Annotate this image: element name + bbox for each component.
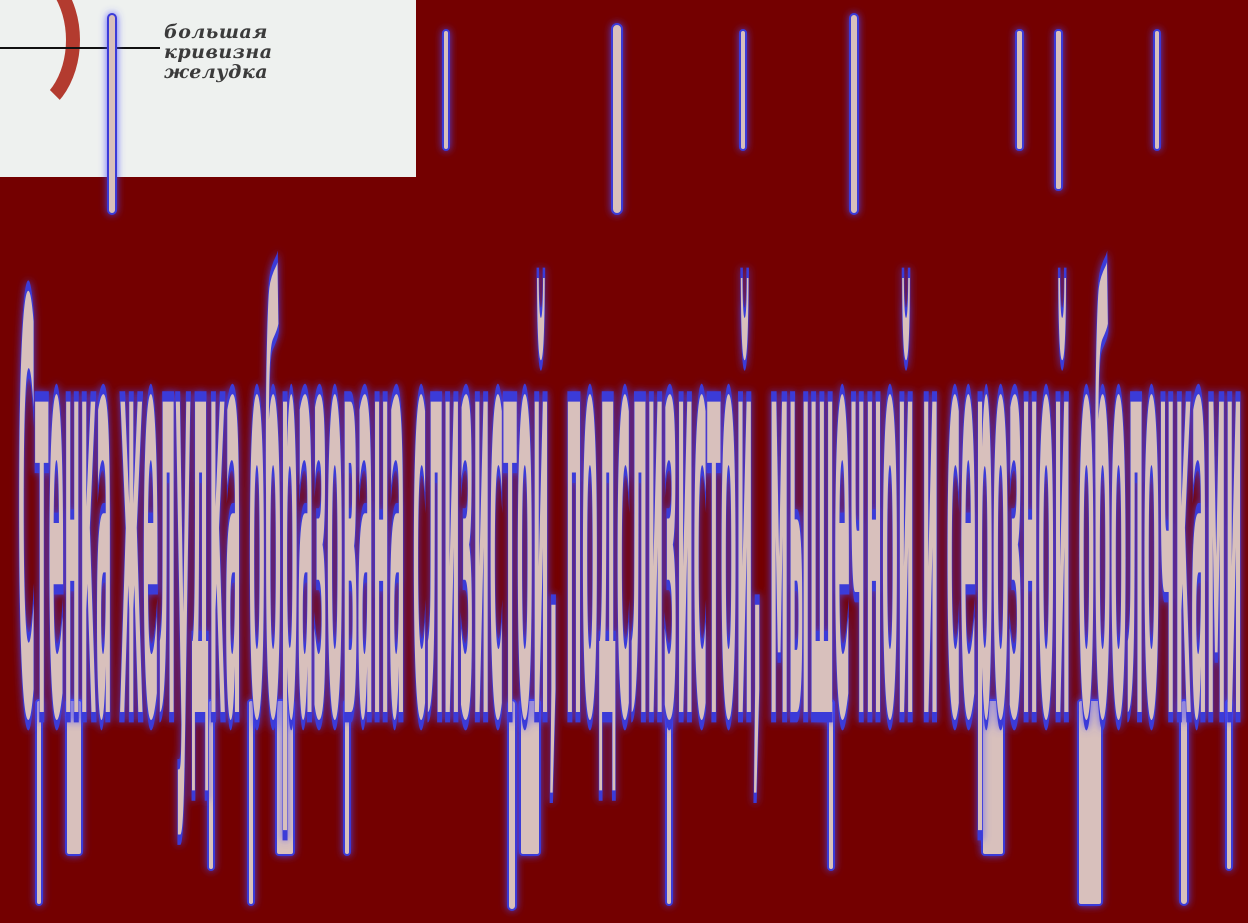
caption-line-2: кривизна xyxy=(164,41,273,63)
inset-caption: большая кривизна желудка xyxy=(164,22,273,82)
leader-line xyxy=(0,47,160,49)
stomach-diagram-inset: большая кривизна желудка xyxy=(0,0,416,177)
caption-line-3: желудка xyxy=(164,61,269,83)
caption-line-1: большая xyxy=(164,21,268,43)
title-line: Стенка желудка образована слизистой, под… xyxy=(18,185,1242,846)
upper-strokes xyxy=(107,13,1161,215)
lower-strokes xyxy=(35,699,1233,911)
title-band: Стенка желудка образована слизистой, под… xyxy=(16,183,1244,848)
